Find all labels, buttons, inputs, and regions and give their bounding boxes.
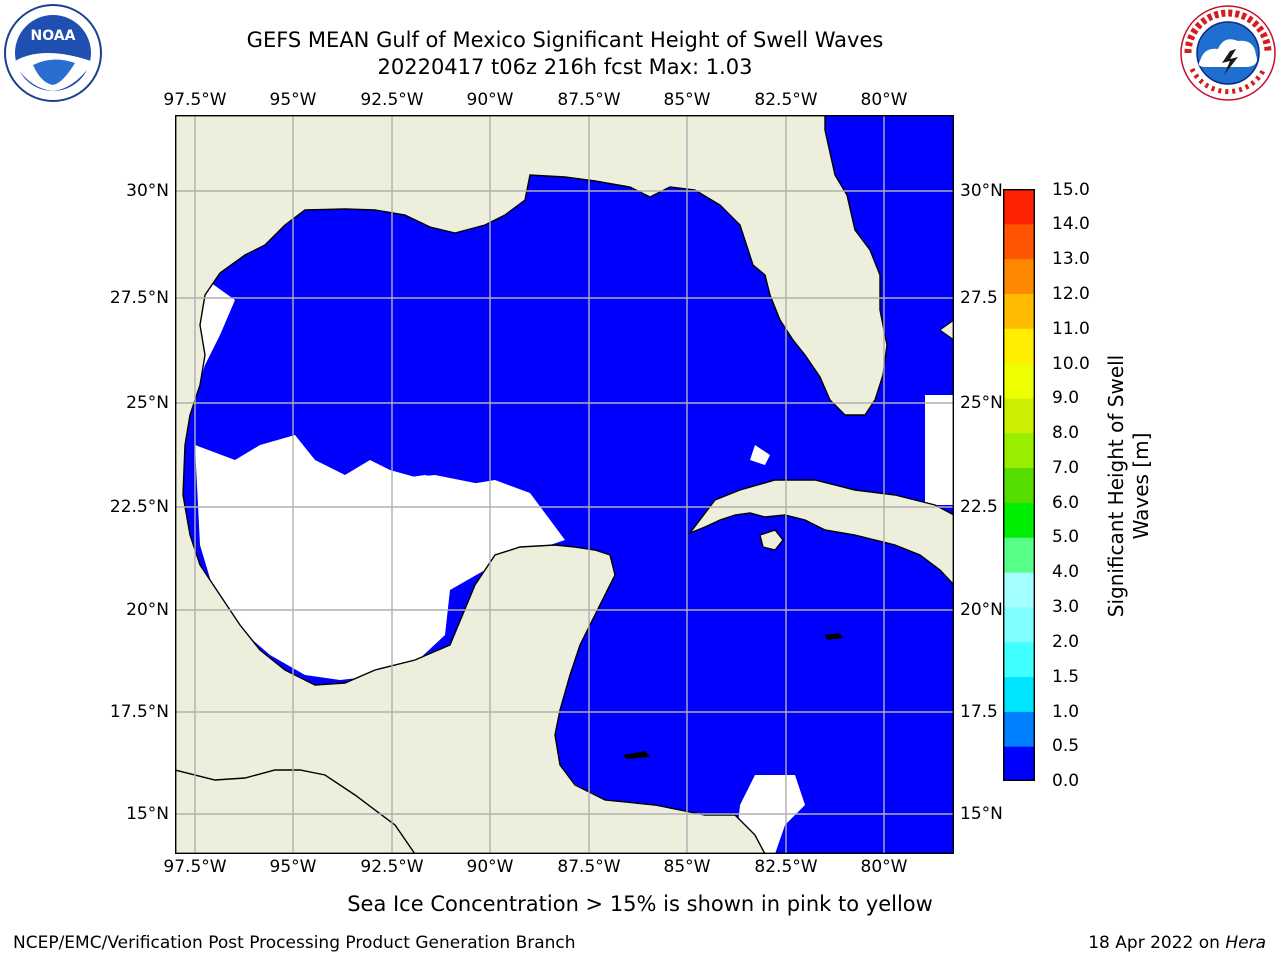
colorbar-segment [1003,676,1035,712]
nws-logo-icon [1180,5,1276,101]
chart-title: GEFS MEAN Gulf of Mexico Significant Hei… [246,28,884,52]
map-frame [175,115,954,854]
colorbar-segment [1003,293,1035,329]
y-tick-right: 17.5 [960,702,998,722]
colorbar-tick: 8.0 [1052,423,1080,443]
date-text: 18 Apr 2022 on [1088,933,1226,953]
land-cuba [687,479,954,587]
y-tick-left: 17.5°N [109,702,169,722]
date-line: 18 Apr 2022 on Hera [1088,933,1266,953]
nodata-region [925,395,954,505]
y-tick-left: 22.5°N [109,497,169,517]
colorbar-tick: 12.0 [1052,284,1090,304]
x-tick-bottom: 85°W [663,857,711,877]
colorbar-tick: 13.0 [1052,249,1090,269]
colorbar-tick: 10.0 [1052,354,1090,374]
x-tick-top: 85°W [663,90,711,110]
colorbar-tick: 11.0 [1052,319,1090,339]
map-panel [175,115,954,854]
y-tick-right: 27.5 [960,288,998,308]
colorbar-segment [1003,711,1035,747]
colorbar-segment [1003,537,1035,573]
colorbar-tick: 0.5 [1052,736,1080,756]
land-bahamas [939,319,954,341]
gridlines [175,115,954,854]
y-tick-left: 15°N [126,804,169,824]
colorbar-segment [1003,328,1035,364]
nodata-region [750,445,770,465]
x-tick-top: 90°W [466,90,514,110]
x-tick-bottom: 80°W [860,857,908,877]
land-isla-juventud [759,529,784,551]
colorbar-tick: 5.0 [1052,527,1080,547]
colorbar-segment [1003,572,1035,608]
colorbar-label: Significant Height of Swell Waves [m] [1104,354,1153,618]
x-tick-top: 95°W [269,90,317,110]
colorbar-segment [1003,223,1035,260]
y-tick-left: 20°N [126,600,169,620]
y-tick-left: 27.5°N [109,288,169,308]
noaa-logo-icon: NOAA [4,4,102,102]
colorbar-segment [1003,258,1035,294]
y-tick-left: 25°N [126,393,169,413]
y-tick-right: 25°N [960,393,1003,413]
land-jamaica [825,633,843,640]
x-tick-top: 87.5°W [557,90,621,110]
y-tick-right: 22.5 [960,497,998,517]
x-tick-bottom: 95°W [269,857,317,877]
colorbar-tick: 1.5 [1052,667,1080,687]
colorbar-segment [1003,397,1035,434]
land-cayman [623,751,650,759]
colorbar-segment [1003,606,1035,643]
credit-line: NCEP/EMC/Verification Post Processing Pr… [13,933,576,953]
colorbar-tick: 15.0 [1052,180,1090,200]
sea-ice-note: Sea Ice Concentration > 15% is shown in … [347,892,933,916]
colorbar-tick: 0.0 [1052,771,1080,791]
colorbar-frame [1003,189,1035,781]
colorbar-tick: 9.0 [1052,388,1080,408]
x-tick-top: 97.5°W [163,90,227,110]
colorbar-segment [1003,467,1035,503]
noaa-logo-text: NOAA [31,28,76,44]
colorbar-tick: 1.0 [1052,702,1080,722]
colorbar-segment [1003,502,1035,538]
machine-name: Hera [1225,933,1266,953]
x-tick-bottom: 82.5°W [754,857,818,877]
x-tick-bottom: 97.5°W [163,857,227,877]
colorbar [1003,189,1035,781]
chart-subtitle: 20220417 t06z 216h fcst Max: 1.03 [377,55,753,79]
y-tick-left: 30°N [126,181,169,201]
colorbar-tick: 14.0 [1052,214,1090,234]
colorbar-segment [1003,641,1035,678]
colorbar-tick: 3.0 [1052,597,1080,617]
y-tick-right: 20°N [960,600,1003,620]
colorbar-segment [1003,432,1035,469]
x-tick-top: 92.5°W [360,90,424,110]
colorbar-tick: 4.0 [1052,562,1080,582]
colorbar-tick: 2.0 [1052,632,1080,652]
x-tick-top: 82.5°W [754,90,818,110]
x-tick-bottom: 92.5°W [360,857,424,877]
colorbar-tick: 7.0 [1052,458,1080,478]
colorbar-segment [1003,746,1035,781]
x-tick-bottom: 90°W [466,857,514,877]
nodata-region [345,460,525,513]
colorbar-segment [1003,189,1035,225]
y-tick-right: 15°N [960,804,1003,824]
y-tick-right: 30°N [960,181,1003,201]
colorbar-tick: 6.0 [1052,493,1080,513]
x-tick-bottom: 87.5°W [557,857,621,877]
x-tick-top: 80°W [860,90,908,110]
colorbar-segment [1003,363,1035,399]
